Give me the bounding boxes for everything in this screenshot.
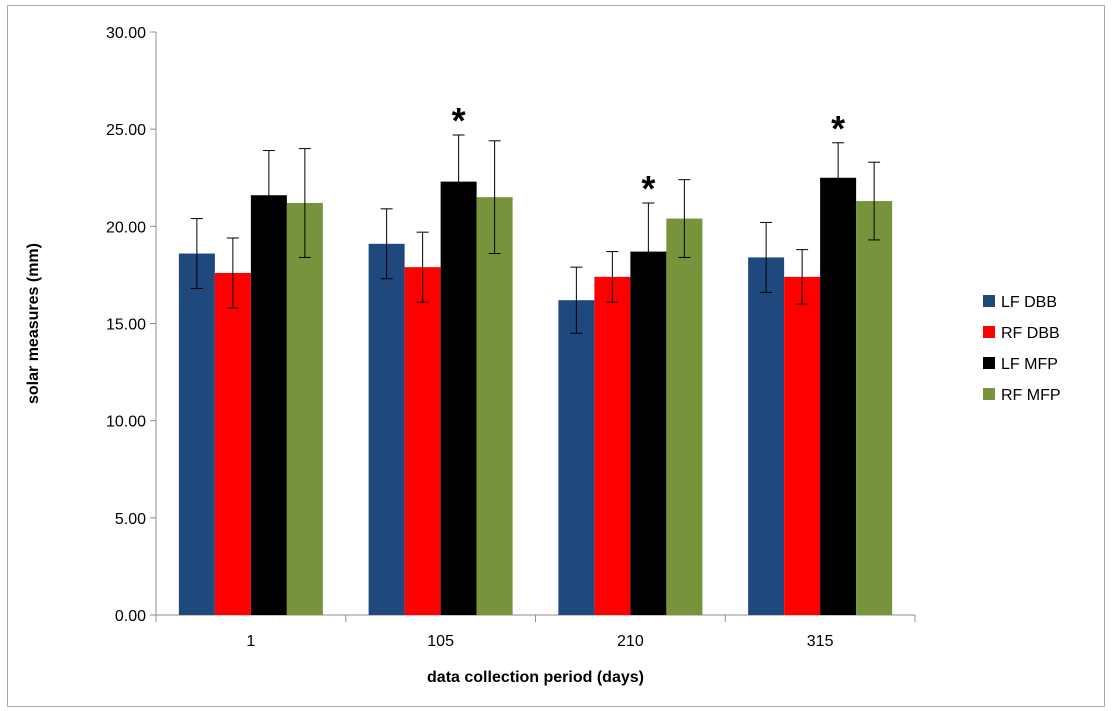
bar (630, 251, 667, 615)
bar (178, 253, 215, 616)
y-axis: 0.00 5.00 10.00 15.00 20.00 25.00 30.00 (106, 25, 157, 625)
y-tick-label: 25.00 (106, 122, 146, 139)
bar (404, 267, 441, 615)
legend-label: LF MFP (1001, 356, 1058, 373)
bar (594, 276, 631, 615)
x-axis-title: data collection period (days) (427, 669, 644, 686)
bar (820, 177, 857, 615)
x-tick-label: 210 (617, 633, 644, 650)
y-tick-label: 15.00 (106, 317, 146, 334)
y-tick-label: 20.00 (106, 219, 146, 236)
legend: LF DBB RF DBB LF MFP RF MFP (983, 294, 1061, 404)
bar (440, 181, 477, 616)
legend-label: RF MFP (1001, 387, 1061, 404)
error-bar-group (190, 134, 881, 334)
y-tick-label: 10.00 (106, 414, 146, 431)
legend-swatch (983, 388, 995, 400)
x-tick-label: 1 (246, 633, 255, 650)
significance-asterisk: * (452, 100, 466, 141)
legend-swatch (983, 357, 995, 369)
significance-annotations: * * * (452, 100, 846, 209)
bar (784, 276, 821, 615)
legend-swatch (983, 326, 995, 338)
y-axis-title: solar measures (mm) (25, 243, 42, 404)
x-tick-label: 315 (807, 633, 834, 650)
significance-asterisk: * (641, 168, 655, 209)
bar (250, 195, 287, 616)
significance-asterisk: * (831, 108, 845, 149)
legend-swatch (983, 295, 995, 307)
legend-label: RF DBB (1001, 325, 1060, 342)
y-tick-label: 0.00 (115, 608, 146, 625)
legend-label: LF DBB (1001, 294, 1057, 311)
bar (666, 218, 703, 615)
y-tick-label: 5.00 (115, 511, 146, 528)
bar (368, 243, 405, 615)
x-tick-label: 105 (427, 633, 454, 650)
bar (856, 201, 893, 615)
y-tick-label: 30.00 (106, 25, 146, 42)
bar (214, 272, 251, 615)
bar (476, 197, 513, 615)
bar-series-group (178, 177, 893, 616)
x-axis: 1 105 210 315 (155, 614, 916, 650)
bar (286, 203, 323, 615)
bar (748, 257, 785, 615)
bar (558, 300, 595, 615)
